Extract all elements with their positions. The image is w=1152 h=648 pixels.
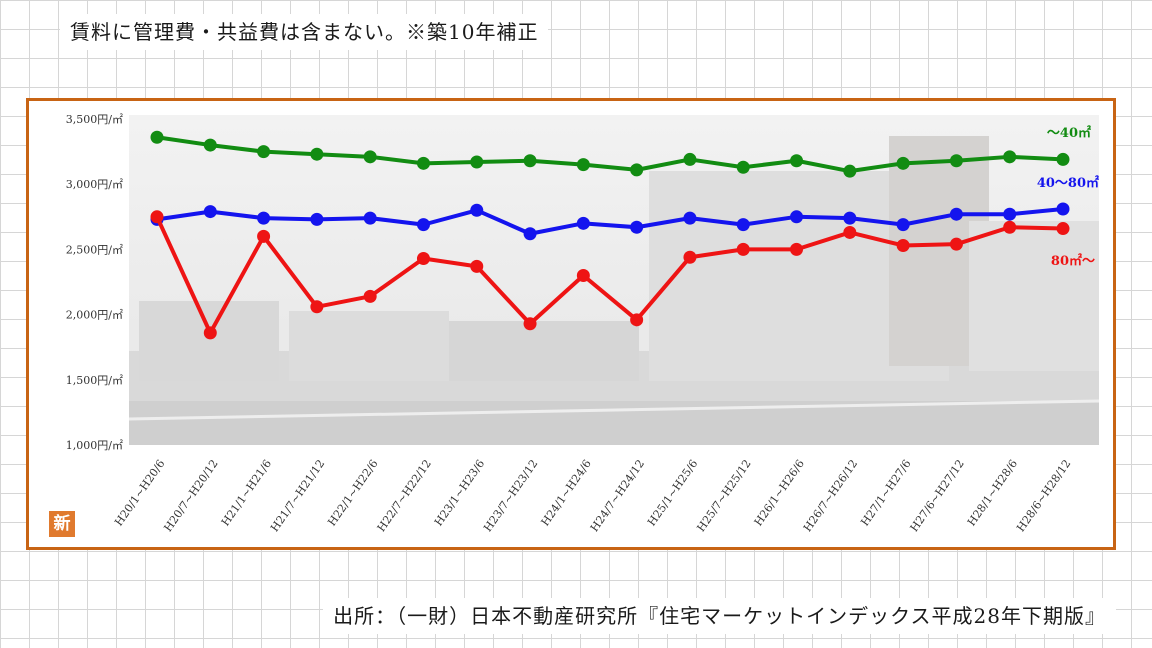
data-point [790, 154, 804, 168]
data-point [790, 210, 804, 224]
data-point [576, 268, 590, 282]
data-point [523, 154, 537, 168]
y-tick-label: 2,500円/㎡ [66, 243, 123, 256]
data-point [1003, 207, 1017, 221]
x-tick-label: H20/1~H20/6 [112, 457, 167, 528]
chart-frame: 1,000円/㎡ 1,500円/㎡ 2,000円/㎡ 2,500円/㎡ 3,000円/㎡… [26, 98, 1116, 550]
data-point [203, 205, 217, 219]
y-tick-label: 1,500円/㎡ [66, 374, 123, 387]
data-point [790, 242, 804, 256]
data-point [949, 154, 963, 168]
y-tick-label: 3,000円/㎡ [66, 178, 123, 191]
source-note: 出所：（一財）日本不動産研究所『住宅マーケットインデックス平成28年下期版』 [323, 598, 1116, 634]
data-point [416, 156, 430, 170]
data-point [630, 220, 644, 234]
data-point [736, 218, 750, 232]
line-chart: 1,000円/㎡ 1,500円/㎡ 2,000円/㎡ 2,500円/㎡ 3,000円/㎡… [66, 113, 1100, 534]
x-tick-label: H22/7~H22/12 [375, 457, 434, 534]
data-point [683, 211, 697, 225]
x-tick-label: H23/1~H23/6 [432, 457, 487, 528]
data-point [257, 211, 271, 225]
chart-note: 賃料に管理費・共益費は含まない。※築10年補正 [60, 14, 549, 50]
data-point [363, 150, 377, 164]
data-point [843, 164, 857, 178]
x-tick-label: H26/7~H26/12 [801, 457, 860, 534]
data-point [896, 156, 910, 170]
data-point [949, 237, 963, 251]
data-point [1003, 220, 1017, 234]
data-point [310, 212, 324, 226]
series-labels: ～40㎡ 40～80㎡ 80㎡～ [1037, 125, 1099, 269]
data-point [523, 317, 537, 331]
x-tick-label: H27/6~H27/12 [908, 457, 967, 534]
x-tick-label: H25/1~H25/6 [645, 457, 700, 528]
data-point [416, 252, 430, 266]
data-point [203, 326, 217, 340]
x-tick-label: H24/1~H24/6 [539, 457, 594, 528]
x-tick-label: H21/7~H21/12 [268, 457, 327, 534]
data-point [150, 130, 164, 144]
series-3 [150, 210, 1070, 340]
data-point [1056, 152, 1070, 166]
x-tick-label: H28/1~H28/6 [965, 457, 1020, 528]
y-tick-label: 1,000円/㎡ [66, 439, 123, 452]
x-tick-label: H25/7~H25/12 [694, 457, 753, 534]
data-point [310, 300, 324, 314]
data-point [363, 211, 377, 225]
data-point [576, 216, 590, 230]
data-point [470, 203, 484, 217]
x-tick-label: H28/6~H28/12 [1014, 457, 1073, 534]
series-label: ～40㎡ [1047, 125, 1091, 141]
data-point [257, 145, 271, 159]
y-axis: 1,000円/㎡ 1,500円/㎡ 2,000円/㎡ 2,500円/㎡ 3,000円/㎡… [66, 113, 123, 452]
data-point [1056, 222, 1070, 236]
data-point [257, 229, 271, 243]
data-point [470, 259, 484, 273]
x-tick-label: H24/7~H24/12 [588, 457, 647, 534]
new-badge: 新 [49, 511, 75, 537]
series-label: 80㎡～ [1051, 253, 1095, 269]
data-point [949, 207, 963, 221]
x-tick-label: H21/1~H21/6 [219, 457, 274, 528]
series-line [155, 214, 1065, 335]
x-tick-label: H22/1~H22/6 [325, 457, 380, 528]
data-point [576, 158, 590, 172]
data-point [630, 163, 644, 177]
data-point [1056, 202, 1070, 216]
y-tick-label: 2,000円/㎡ [66, 309, 123, 322]
series-line [155, 206, 1065, 236]
data-point [896, 238, 910, 252]
series-line [155, 135, 1065, 174]
data-point [150, 210, 164, 224]
data-point [736, 242, 750, 256]
data-point [470, 155, 484, 169]
data-point [683, 152, 697, 166]
data-point [1003, 150, 1017, 164]
x-tick-label: H20/7~H20/12 [161, 457, 220, 534]
data-point [843, 225, 857, 239]
data-point [523, 227, 537, 241]
data-point [736, 160, 750, 174]
series-label: 40～80㎡ [1037, 175, 1099, 191]
data-point [363, 289, 377, 303]
series-layer [150, 130, 1070, 340]
data-point [416, 218, 430, 232]
x-tick-label: H27/1~H27/6 [858, 457, 913, 528]
x-tick-label: H23/7~H23/12 [481, 457, 540, 534]
data-point [203, 138, 217, 152]
data-point [683, 250, 697, 264]
data-point [630, 313, 644, 327]
y-tick-label: 3,500円/㎡ [66, 113, 123, 126]
data-point [896, 218, 910, 232]
x-tick-label: H26/1~H26/6 [752, 457, 807, 528]
series-1 [150, 130, 1070, 178]
x-axis: H20/1~H20/6H20/7~H20/12H21/1~H21/6H21/7~… [112, 457, 1073, 534]
data-point [843, 211, 857, 225]
data-point [310, 147, 324, 161]
